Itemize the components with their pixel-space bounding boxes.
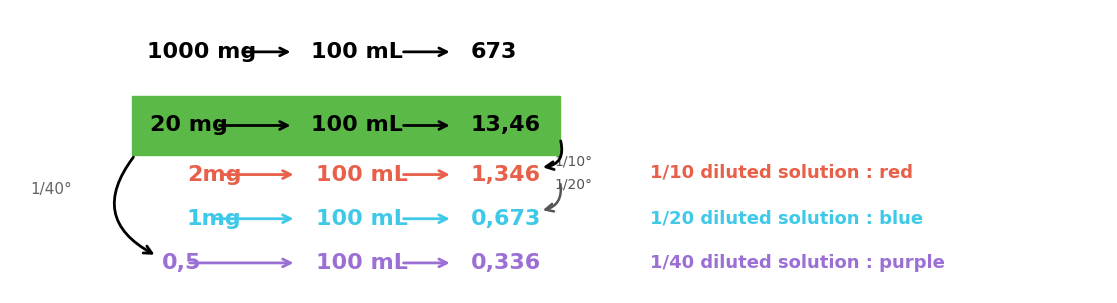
Text: 0,673: 0,673	[470, 209, 541, 229]
Text: 1/20°: 1/20°	[554, 177, 592, 191]
Text: 1/10 diluted solution : red: 1/10 diluted solution : red	[650, 164, 913, 181]
Text: 1/20 diluted solution : blue: 1/20 diluted solution : blue	[650, 210, 923, 228]
Text: 0,5: 0,5	[162, 253, 201, 273]
Text: 13,46: 13,46	[470, 115, 541, 135]
Text: 100 mL: 100 mL	[316, 165, 408, 185]
Text: 1mg: 1mg	[187, 209, 241, 229]
Text: 20 mg: 20 mg	[150, 115, 228, 135]
Bar	[132, 96, 560, 155]
Text: 1/10°: 1/10°	[554, 155, 592, 169]
Text: 1000 mg: 1000 mg	[147, 42, 256, 62]
Text: 100 mL: 100 mL	[316, 209, 408, 229]
Text: 0,336: 0,336	[470, 253, 541, 273]
Text: 1,346: 1,346	[470, 165, 541, 185]
Text: 1/40 diluted solution : purple: 1/40 diluted solution : purple	[650, 254, 944, 272]
Text: 673: 673	[470, 42, 517, 62]
Text: 100 mL: 100 mL	[316, 253, 408, 273]
Text: 2mg: 2mg	[187, 165, 241, 185]
Text: 100 mL: 100 mL	[312, 115, 403, 135]
Text: 100 mL: 100 mL	[312, 42, 403, 62]
Text: 1/40°: 1/40°	[30, 182, 73, 197]
